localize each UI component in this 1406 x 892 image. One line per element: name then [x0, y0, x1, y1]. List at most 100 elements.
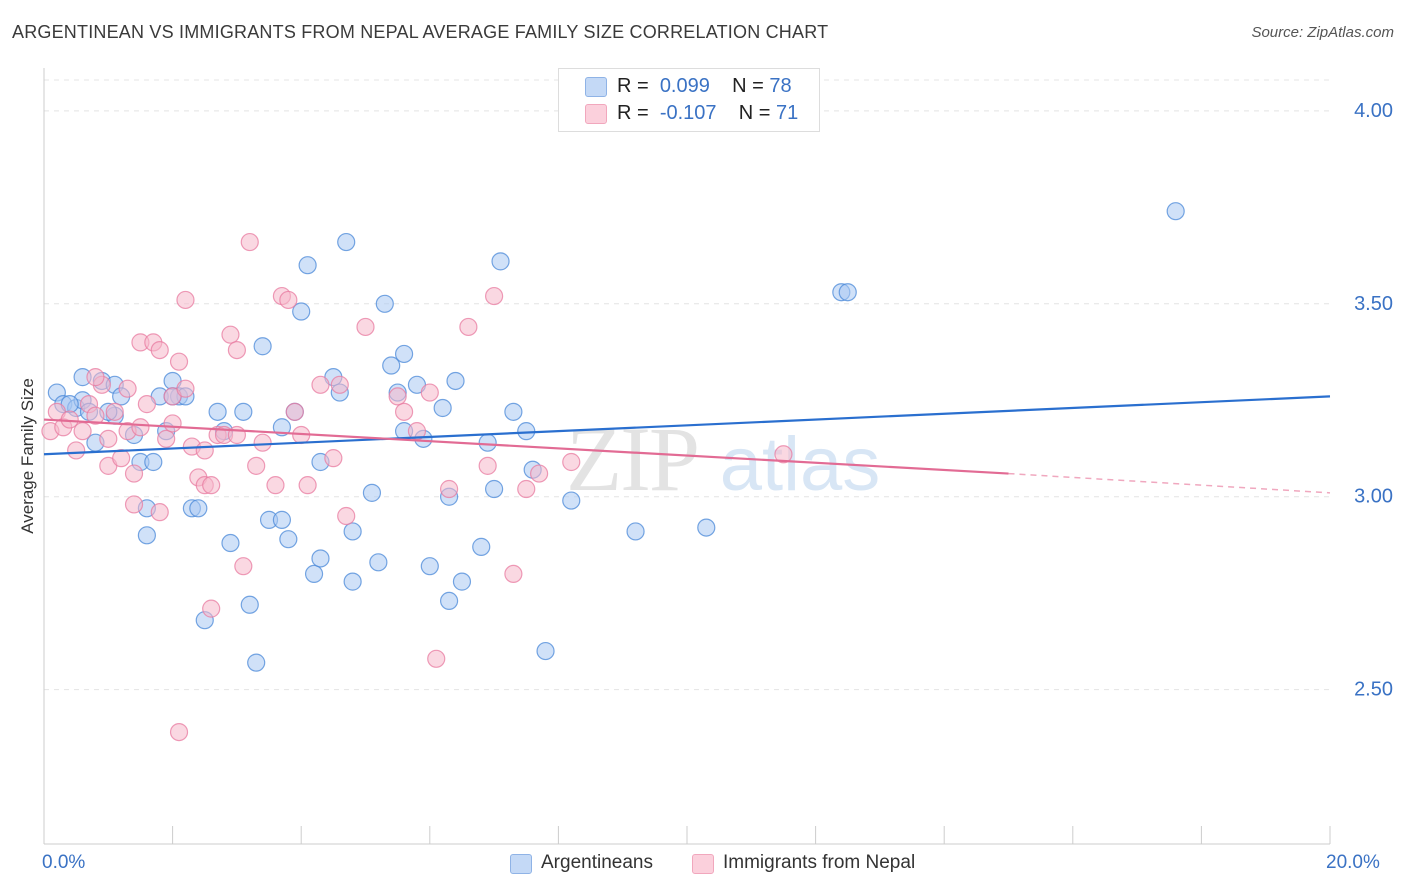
chart-title: ARGENTINEAN VS IMMIGRANTS FROM NEPAL AVE…: [12, 22, 829, 42]
argentinean-point: [137, 526, 156, 545]
nepal-point: [131, 418, 150, 437]
argentinean-point: [304, 564, 324, 583]
nepal-point: [562, 452, 581, 472]
argentinean-point: [420, 557, 439, 576]
nepal-point: [73, 422, 92, 441]
argentinean-point: [343, 522, 362, 541]
argentinean-point: [536, 641, 555, 661]
nepal-point: [459, 317, 478, 337]
argentinean-point: [517, 422, 536, 441]
argentinean-point: [382, 356, 401, 375]
argentinean-point: [838, 283, 857, 302]
argentinean-point: [272, 510, 292, 529]
x-tick-label-min: 0.0%: [42, 852, 86, 873]
argentinean-point: [452, 572, 472, 591]
nepal-point: [157, 429, 176, 448]
nepal-point: [439, 479, 459, 499]
argentinean-point: [485, 479, 504, 499]
nepal-point: [530, 464, 549, 483]
legend-swatch-pink: [585, 104, 607, 124]
nepal-point: [124, 495, 144, 514]
r-value: 0.099: [659, 75, 710, 97]
nepal-point: [394, 402, 414, 421]
source-label: Source: ZipAtlas.com: [1251, 24, 1394, 41]
nepal-point: [324, 449, 343, 468]
nepal-point: [388, 387, 407, 406]
series-legend: Argentineans Immigrants from Nepal: [0, 852, 1406, 878]
stats-legend: R = 0.099 N = 78 R = -0.107 N = 71: [558, 68, 820, 132]
nepal-point: [86, 406, 105, 425]
nepal-point: [227, 341, 246, 360]
argentinean-point: [189, 499, 208, 518]
nepal-point: [169, 352, 189, 371]
argentinean-point: [234, 402, 253, 421]
nepal-point: [253, 433, 272, 452]
nepal-point: [202, 476, 221, 495]
argentinean-point: [439, 591, 459, 611]
nepal-point: [150, 503, 169, 522]
argentinean-point: [144, 452, 163, 472]
nepal-point: [176, 379, 195, 398]
argentinean-point: [504, 402, 523, 421]
argentinean-point: [311, 549, 330, 568]
argentinean-point: [247, 653, 266, 672]
argentinean-point: [446, 371, 465, 391]
nepal-point: [330, 375, 349, 394]
nepal-trend-extension: [1008, 472, 1331, 494]
nepal-point: [279, 290, 298, 310]
nepal-trend-line: [43, 418, 1009, 475]
legend-label-argentineans: Argentineans: [541, 852, 653, 873]
nepal-point: [112, 449, 131, 468]
nepal-point: [356, 317, 375, 337]
watermark-zip: ZIP: [566, 408, 698, 510]
nepal-point: [118, 379, 137, 398]
nepal-point: [774, 445, 793, 464]
r-value: -0.107: [659, 102, 717, 124]
n-value: 71: [776, 102, 799, 124]
argentinean-point: [1166, 202, 1185, 221]
argentinean-point: [394, 344, 414, 364]
nepal-point: [99, 429, 118, 448]
nepal-point: [163, 414, 182, 433]
argentinean-point: [375, 294, 394, 313]
argentinean-point: [478, 433, 497, 452]
r-label: R =: [617, 75, 649, 97]
n-label: N =: [732, 75, 764, 97]
argentinean-point: [292, 302, 311, 321]
argentinean-point: [337, 232, 356, 252]
nepal-point: [150, 341, 169, 360]
legend-swatch-blue: [585, 77, 607, 97]
argentinean-point: [491, 252, 510, 271]
legend-swatch-pink: [692, 854, 714, 874]
nepal-point: [298, 476, 317, 495]
x-tick-label-max: 20.0%: [1326, 852, 1380, 873]
y-tick-label: 2.50: [1354, 679, 1393, 701]
argentinean-point: [562, 491, 581, 510]
nepal-point: [517, 479, 536, 499]
r-label: R =: [617, 102, 649, 124]
argentinean-point: [343, 572, 362, 591]
y-tick-label: 3.50: [1354, 293, 1393, 315]
argentinean-point: [697, 518, 716, 537]
argentinean-point: [433, 398, 452, 418]
nepal-point: [504, 564, 523, 583]
argentinean-point: [369, 553, 388, 572]
nepal-point: [478, 456, 497, 475]
nepal-point: [195, 441, 214, 460]
nepal-point: [86, 368, 105, 387]
nepal-point: [202, 599, 221, 618]
nepal-point: [240, 232, 259, 252]
nepal-point: [234, 557, 253, 576]
nepal-point: [420, 383, 439, 402]
nepal-point: [285, 402, 304, 421]
argentinean-point: [221, 533, 240, 553]
argentinean-point: [279, 530, 298, 549]
n-value: 78: [769, 75, 792, 97]
argentinean-trend-line: [43, 395, 1331, 456]
argentinean-point: [208, 402, 227, 421]
nepal-point: [485, 286, 504, 306]
nepal-point: [137, 395, 156, 414]
nepal-point: [311, 375, 330, 394]
nepal-point: [105, 402, 124, 421]
nepal-point: [124, 464, 144, 483]
